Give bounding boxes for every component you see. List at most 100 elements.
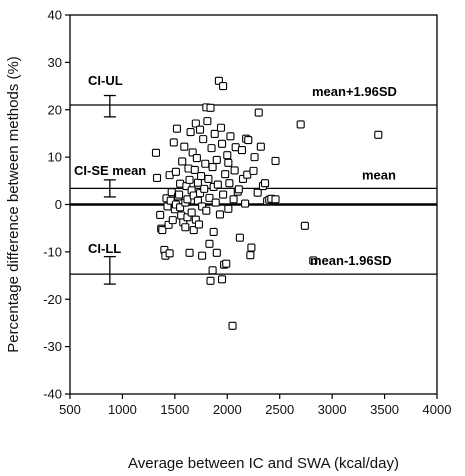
data-point: [156, 210, 165, 219]
data-point: [185, 175, 194, 184]
data-point: [171, 167, 180, 176]
x-tick-label: 500: [59, 402, 81, 417]
data-point: [229, 195, 238, 204]
data-point: [224, 204, 233, 213]
y-tick-label: -10: [43, 244, 62, 259]
data-point: [181, 223, 190, 232]
y-tick-label: -30: [43, 339, 62, 354]
data-point: [212, 155, 221, 165]
reference-line-label: mean: [362, 167, 396, 182]
x-axis-title: Average between IC and SWA (kcal/day): [128, 455, 399, 472]
data-point: [158, 226, 167, 235]
data-point: [201, 159, 210, 168]
data-point: [185, 248, 194, 257]
data-point: [180, 142, 189, 151]
data-point: [296, 120, 305, 129]
error-bar-label: CI-UL: [88, 73, 123, 88]
y-tick-label: 40: [48, 8, 62, 23]
data-point: [253, 188, 262, 197]
reference-line-label: mean-1.96SD: [310, 253, 392, 268]
data-point: [200, 184, 209, 193]
data-point: [194, 220, 204, 229]
error-bar-3: [103, 255, 116, 285]
data-point: [198, 251, 207, 260]
data-point: [205, 193, 214, 202]
data-point: [172, 124, 182, 133]
data-point: [221, 170, 230, 179]
data-point: [195, 125, 205, 134]
error-bar-1: [103, 94, 116, 118]
data-point: [226, 132, 235, 141]
x-tick-label: 1500: [160, 402, 189, 417]
data-point: [192, 154, 201, 163]
data-point: [256, 142, 265, 151]
data-point: [197, 172, 206, 181]
data-point: [225, 179, 234, 188]
data-point: [237, 145, 247, 155]
data-point: [175, 190, 184, 199]
y-tick-label: -20: [43, 292, 62, 307]
data-point: [300, 221, 309, 230]
data-point: [213, 180, 222, 189]
x-axis-ticks: 500 1000 1500 2000 2500 3000 3500 4000: [59, 394, 451, 417]
y-tick-label: -40: [43, 387, 62, 402]
data-point: [215, 210, 224, 219]
data-point: [206, 276, 215, 285]
data-point: [250, 153, 259, 162]
x-tick-label: 1000: [108, 402, 137, 417]
data-point: [152, 173, 162, 183]
reference-lines: [70, 104, 437, 275]
data-point: [246, 251, 255, 260]
data-point: [186, 127, 195, 137]
data-point: [219, 82, 228, 91]
data-point: [209, 227, 218, 237]
data-point: [202, 206, 211, 215]
confidence-interval-bars: [103, 94, 116, 285]
data-point: [247, 243, 256, 252]
y-axis-title: Percentage difference between methods (%…: [5, 56, 22, 353]
data-point: [187, 208, 196, 217]
error-bar-2: [103, 179, 116, 198]
data-point: [165, 249, 174, 258]
data-point: [199, 135, 208, 144]
data-point: [207, 144, 216, 153]
data-point: [206, 103, 215, 112]
data-point: [191, 119, 200, 128]
data-point: [212, 248, 221, 257]
data-point: [204, 174, 213, 183]
error-bar-label: CI-LL: [88, 241, 121, 256]
data-point: [169, 138, 178, 147]
y-tick-label: 30: [48, 55, 62, 70]
data-point: [224, 158, 233, 167]
data-point: [189, 226, 198, 235]
data-point: [216, 123, 226, 132]
data-point: [271, 156, 280, 165]
data-point: [210, 129, 219, 138]
data-point: [208, 266, 217, 275]
data-point: [235, 233, 244, 242]
data-point: [217, 139, 227, 148]
x-tick-label: 4000: [423, 402, 452, 417]
y-tick-label: 0: [55, 197, 62, 212]
y-tick-label: 20: [48, 102, 62, 117]
y-tick-label: 10: [48, 150, 62, 165]
data-point: [208, 163, 217, 172]
data-point: [205, 239, 214, 248]
annotations: mean+1.96SD mean mean-1.96SD CI-UL CI-SE mea…: [74, 73, 397, 268]
data-point: [374, 130, 383, 139]
data-point: [234, 185, 243, 194]
data-point: [228, 321, 237, 330]
data-point: [260, 179, 270, 188]
data-point: [222, 259, 231, 268]
data-point: [203, 117, 212, 126]
x-tick-label: 3500: [370, 402, 399, 417]
data-point: [230, 166, 239, 175]
data-point: [249, 166, 258, 175]
x-tick-label: 2500: [265, 402, 294, 417]
y-axis-ticks: -40 -30 -20 -10 0 10 20 30 40: [43, 8, 70, 402]
data-point: [193, 178, 202, 187]
data-points: [151, 76, 383, 330]
data-point: [190, 165, 199, 174]
data-point: [241, 199, 250, 208]
data-point: [244, 136, 253, 145]
